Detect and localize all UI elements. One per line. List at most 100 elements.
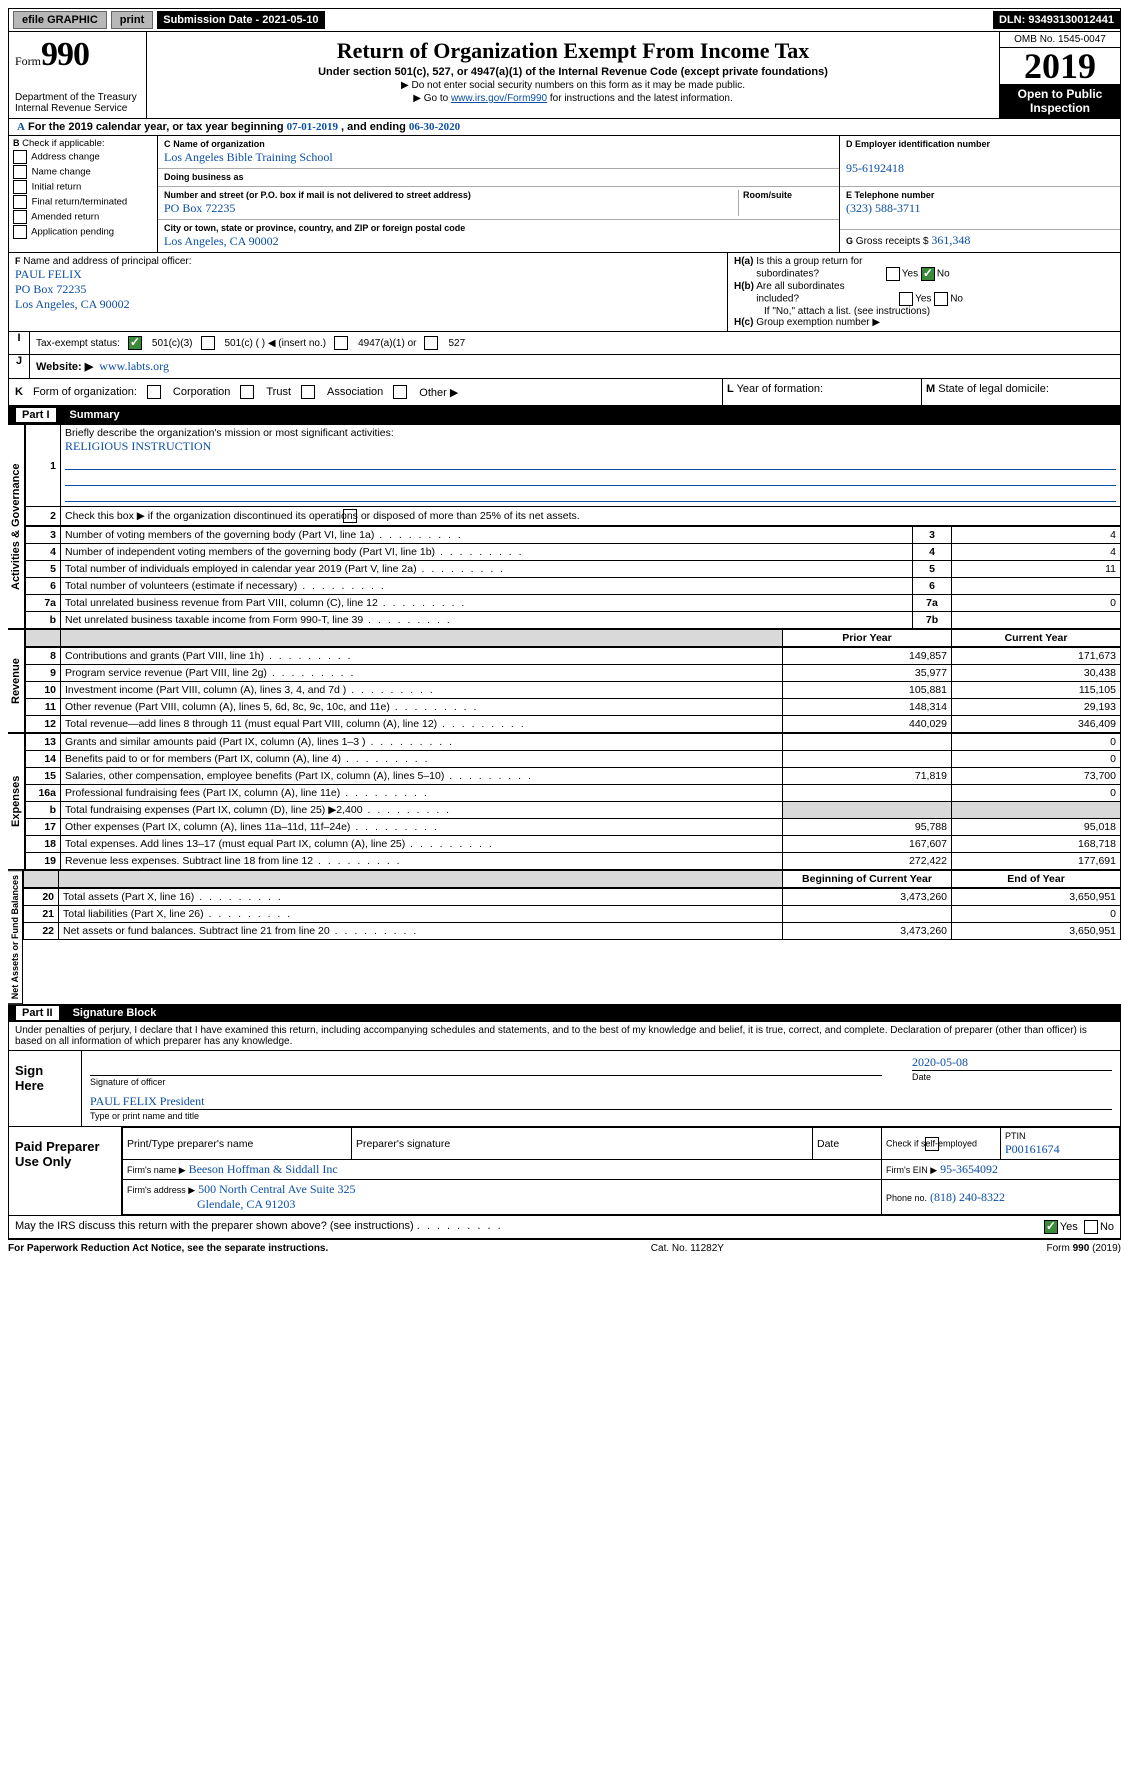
side-expenses: Expenses (8, 733, 25, 870)
amended-chk[interactable] (13, 210, 27, 224)
app-pending-chk[interactable] (13, 225, 27, 239)
discuss-yes-chk[interactable] (1044, 1220, 1058, 1234)
h-c: H(c) Group exemption number ▶ (734, 317, 1114, 328)
self-emp-chk[interactable] (925, 1137, 939, 1151)
initial-return-chk[interactable] (13, 180, 27, 194)
table-row: 17Other expenses (Part IX, column (A), l… (26, 819, 1121, 836)
tax-status-label: Tax-exempt status: (36, 338, 120, 349)
discontinued-chk[interactable] (343, 509, 357, 523)
mission-text: RELIGIOUS INSTRUCTION (65, 439, 211, 453)
dept-treasury: Department of the Treasury (15, 92, 140, 103)
website-row: J Website: ▶ www.labts.org (8, 355, 1121, 379)
firm-ein: 95-3654092 (940, 1162, 998, 1176)
sign-here-label: Sign Here (9, 1051, 82, 1126)
discuss-no-chk[interactable] (1084, 1220, 1098, 1234)
501c3-chk[interactable] (128, 336, 142, 350)
h-a: H(a) Is this a group return for subordin… (734, 256, 1114, 281)
form-word: Form (15, 54, 41, 68)
discuss-row: May the IRS discuss this return with the… (8, 1216, 1121, 1239)
irs-link[interactable]: www.irs.gov/Form990 (451, 93, 547, 104)
table-row: bTotal fundraising expenses (Part IX, co… (26, 802, 1121, 819)
tax-status-row: I Tax-exempt status: 501(c)(3) 501(c) ( … (8, 332, 1121, 355)
form-ref: Form 990 (2019) (1047, 1243, 1121, 1254)
prep-name-hdr: Print/Type preparer's name (123, 1128, 352, 1160)
name-change-chk[interactable] (13, 165, 27, 179)
perjury-text: Under penalties of perjury, I declare th… (8, 1022, 1121, 1051)
table-row: bNet unrelated business taxable income f… (26, 612, 1121, 629)
officer-name: PAUL FELIX (15, 267, 82, 281)
klm-row: K Form of organization: Corporation Trus… (8, 379, 1121, 406)
table-row: 14Benefits paid to or for members (Part … (26, 751, 1121, 768)
hb-no-chk[interactable] (934, 292, 948, 306)
table-row: 16aProfessional fundraising fees (Part I… (26, 785, 1121, 802)
trust-chk[interactable] (240, 385, 254, 399)
officer-typed-name: PAUL FELIX President (90, 1094, 204, 1108)
table-row: 9Program service revenue (Part VIII, lin… (26, 665, 1121, 682)
state-domicile-label: State of legal domicile: (938, 383, 1049, 395)
table-row: 21Total liabilities (Part X, line 26)0 (24, 906, 1121, 923)
table-row: 4Number of independent voting members of… (26, 544, 1121, 561)
prep-date-hdr: Date (813, 1128, 882, 1160)
ein: 95-6192418 (846, 161, 904, 175)
current-year-hdr: Current Year (952, 630, 1121, 647)
dept-irs: Internal Revenue Service (15, 103, 140, 114)
ha-yes-chk[interactable] (886, 267, 900, 281)
final-return-chk[interactable] (13, 195, 27, 209)
table-row: 6Total number of volunteers (estimate if… (26, 578, 1121, 595)
date-label: Date (912, 1072, 931, 1082)
501c-chk[interactable] (201, 336, 215, 350)
sig-officer-label: Signature of officer (90, 1077, 165, 1087)
form-title: Return of Organization Exempt From Incom… (153, 38, 993, 64)
expenses-section: Expenses 13Grants and similar amounts pa… (8, 733, 1121, 870)
prior-year-hdr: Prior Year (783, 630, 952, 647)
gross-receipts: 361,348 (931, 233, 970, 247)
mission-cell: Briefly describe the organization's miss… (61, 425, 1121, 507)
table-row: 3Number of voting members of the governi… (26, 527, 1121, 544)
street: PO Box 72235 (164, 201, 235, 215)
part2-header: Part IISignature Block (8, 1004, 1121, 1022)
paid-preparer-label: Paid Preparer Use Only (9, 1127, 122, 1215)
org-name: Los Angeles Bible Training School (164, 150, 333, 164)
dln: DLN: 93493130012441 (993, 11, 1120, 29)
side-revenue: Revenue (8, 629, 25, 733)
efile-button[interactable]: efile GRAPHIC (13, 11, 107, 29)
addr-change-chk[interactable] (13, 150, 27, 164)
print-button[interactable]: print (111, 11, 153, 29)
typed-label: Type or print name and title (90, 1111, 199, 1121)
page-footer: For Paperwork Reduction Act Notice, see … (8, 1239, 1121, 1254)
form-header: Form990 Department of the Treasury Inter… (8, 32, 1121, 119)
other-chk[interactable] (393, 385, 407, 399)
ha-no-chk[interactable] (921, 267, 935, 281)
table-row: 5Total number of individuals employed in… (26, 561, 1121, 578)
activities-governance: Activities & Governance 1 Briefly descri… (8, 424, 1121, 629)
officer-addr2: Los Angeles, CA 90002 (15, 297, 130, 311)
4947-chk[interactable] (334, 336, 348, 350)
principal-officer-label: Name and address of principal officer: (21, 256, 192, 267)
open-to-public: Open to PublicInspection (1000, 84, 1120, 118)
table-row: 15Salaries, other compensation, employee… (26, 768, 1121, 785)
table-row: 18Total expenses. Add lines 13–17 (must … (26, 836, 1121, 853)
note-link: ▶ Go to www.irs.gov/Form990 for instruct… (153, 93, 993, 104)
note-ssn: ▶ Do not enter social security numbers o… (153, 80, 993, 91)
table-row: 20Total assets (Part X, line 16)3,473,26… (24, 889, 1121, 906)
firm-name: Beeson Hoffman & Siddall Inc (189, 1162, 338, 1176)
part1-header: Part ISummary (8, 406, 1121, 424)
tax-year: 2019 (1000, 48, 1120, 84)
table-row: 10Investment income (Part VIII, column (… (26, 682, 1121, 699)
table-row: 7aTotal unrelated business revenue from … (26, 595, 1121, 612)
527-chk[interactable] (424, 336, 438, 350)
eoy-hdr: End of Year (952, 871, 1121, 888)
city: Los Angeles, CA 90002 (164, 234, 279, 248)
hb-note: If "No," attach a list. (see instruction… (734, 306, 1114, 317)
submission-date-label: Submission Date - 2021-05-10 (157, 11, 324, 29)
ptin: P00161674 (1005, 1142, 1060, 1156)
table-row: 19Revenue less expenses. Subtract line 1… (26, 853, 1121, 870)
table-row: 11Other revenue (Part VIII, column (A), … (26, 699, 1121, 716)
sig-date: 2020-05-08 (912, 1055, 968, 1069)
hb-yes-chk[interactable] (899, 292, 913, 306)
website-url[interactable]: www.labts.org (99, 359, 169, 373)
table-row: 13Grants and similar amounts paid (Part … (26, 734, 1121, 751)
assoc-chk[interactable] (301, 385, 315, 399)
officer-addr1: PO Box 72235 (15, 282, 86, 296)
corp-chk[interactable] (147, 385, 161, 399)
